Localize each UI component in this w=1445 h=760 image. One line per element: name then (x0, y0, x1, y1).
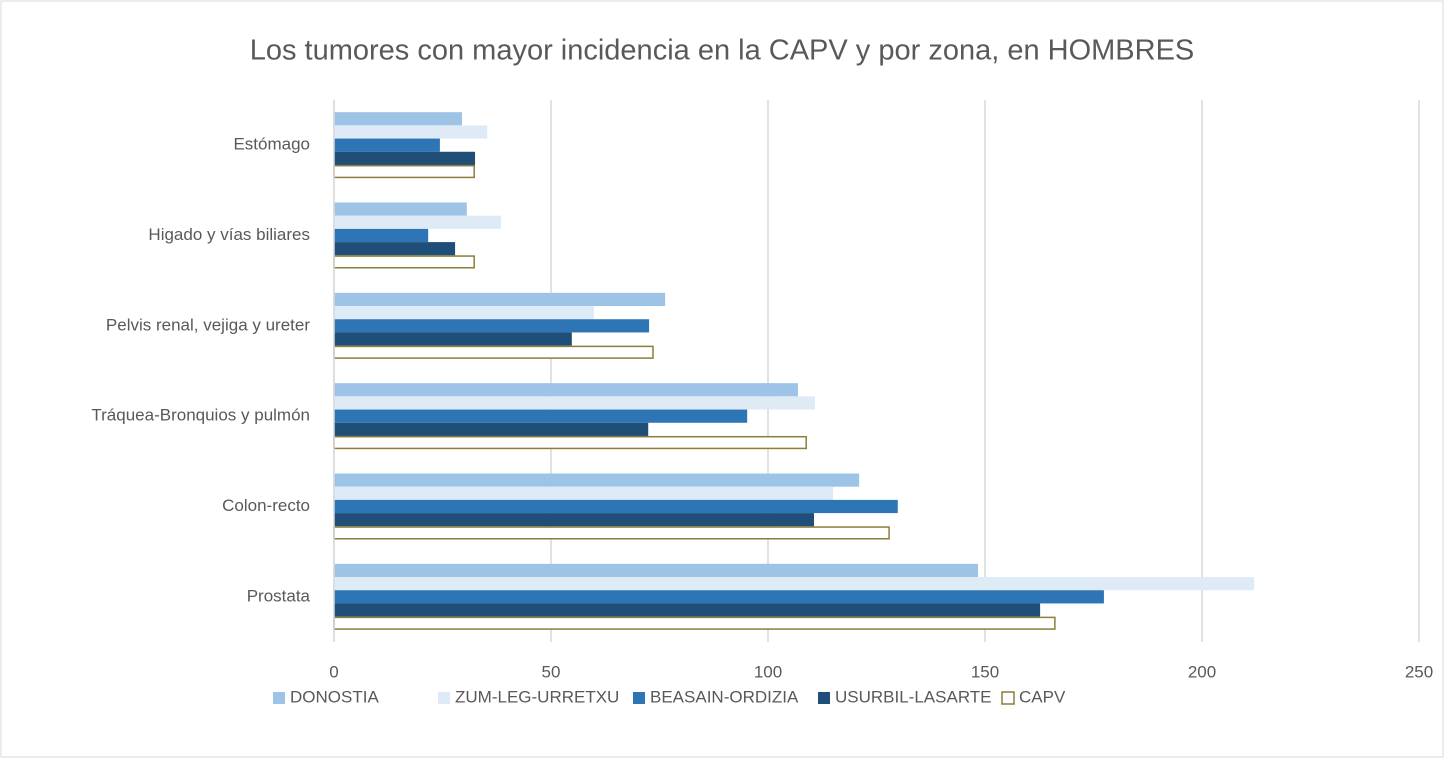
y-tick-label: Higado y vías biliares (148, 225, 310, 244)
y-tick-label: Tráquea-Bronquios y pulmón (91, 406, 310, 425)
bar (334, 590, 1104, 604)
bar (334, 112, 463, 126)
x-tick-label: 0 (329, 662, 338, 681)
x-tick-label: 250 (1405, 662, 1433, 681)
bar (334, 319, 650, 333)
bar (334, 513, 815, 527)
bar (333, 526, 890, 540)
bar (334, 125, 488, 139)
legend-label: USURBIL-LASARTE (835, 687, 992, 706)
y-tick-label: Colon-recto (222, 496, 310, 515)
legend-swatch (273, 692, 285, 704)
bar (334, 138, 440, 152)
legend-swatch (633, 692, 645, 704)
x-tick-label: 100 (754, 662, 782, 681)
bar (334, 292, 666, 307)
bar (334, 409, 748, 423)
legend-label: DONOSTIA (290, 687, 379, 706)
bar (334, 306, 594, 320)
bar (334, 563, 979, 578)
y-tick-label: Pelvis renal, vejiga y ureter (106, 315, 310, 334)
legend-swatch (1001, 691, 1015, 705)
bar (334, 603, 1041, 617)
legend-swatch (818, 692, 830, 704)
bar (334, 332, 572, 346)
legend-label: BEASAIN-ORDIZIA (650, 687, 799, 706)
chart-title: Los tumores con mayor incidencia en la C… (250, 35, 1195, 67)
bar (334, 396, 815, 410)
legend-label: ZUM-LEG-URRETXU (455, 687, 619, 706)
bar (334, 473, 860, 487)
bar (333, 164, 475, 179)
x-tick-label: 50 (542, 662, 561, 681)
bar (333, 345, 654, 359)
x-tick-label: 200 (1188, 662, 1216, 681)
bar (334, 151, 476, 165)
bar (334, 215, 502, 229)
bar (333, 616, 1056, 630)
bar (334, 486, 834, 500)
bar (334, 202, 467, 216)
bar (334, 242, 456, 256)
legend-swatch (438, 692, 450, 704)
bar (334, 577, 1255, 591)
bar (334, 422, 649, 436)
bar (333, 435, 807, 450)
bar (333, 255, 475, 269)
x-tick-label: 150 (971, 662, 999, 681)
bar (334, 499, 898, 514)
bar (334, 228, 429, 243)
y-tick-label: Estómago (233, 135, 310, 154)
legend-label: CAPV (1019, 687, 1066, 706)
bar (334, 383, 798, 397)
y-tick-label: Prostata (247, 586, 311, 605)
